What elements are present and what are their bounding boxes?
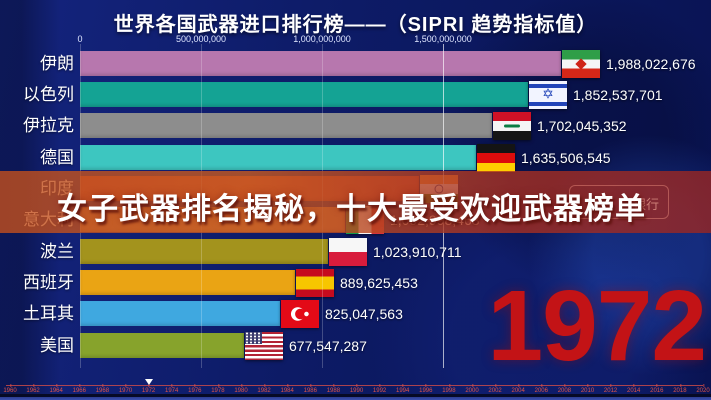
overlay-banner: 银行 女子武器排名揭秘，十大最受欢迎武器榜单 <box>0 171 711 233</box>
country-label: 波兰 <box>40 241 74 261</box>
chart-title: 世界各国武器进口排行榜——（SIPRI 趋势指标值） <box>113 14 598 36</box>
timeline-year-label: 1986 <box>303 384 317 394</box>
bar-row: 美国 677,547,287 <box>0 331 711 360</box>
axis-tick-label: 1,000,000,000 <box>293 34 351 44</box>
bar-row: 伊拉克 1,702,045,352 <box>0 112 711 141</box>
value-bar <box>80 332 244 358</box>
timeline-year-label: 1974 <box>165 384 179 394</box>
timeline-year-label: 2016 <box>650 384 664 394</box>
timeline-year-label: 1976 <box>188 384 202 394</box>
country-label: 西班牙 <box>23 272 74 292</box>
turkey-flag-icon <box>281 300 319 329</box>
value-label: 825,047,563 <box>325 306 403 323</box>
timeline-year-label: 1970 <box>118 384 133 394</box>
axis-tick-label: 1,500,000,000 <box>414 34 472 44</box>
timeline-year-label: 2012 <box>603 384 618 394</box>
iran-flag-icon <box>562 49 600 78</box>
timeline-year-label: 1980 <box>234 384 248 394</box>
overlay-headline: 女子武器排名揭秘，十大最受欢迎武器榜单 <box>57 193 646 226</box>
timeline-year-label: 2014 <box>627 384 641 394</box>
value-bar <box>80 113 492 139</box>
timeline-year-label: 2008 <box>557 384 572 394</box>
value-label: 1,852,537,701 <box>573 86 663 103</box>
bar-row: 西班牙 889,625,453 <box>0 268 711 297</box>
spain-flag-icon <box>296 268 334 297</box>
value-label: 1,023,910,711 <box>373 243 462 260</box>
country-label: 伊朗 <box>40 53 74 73</box>
timeline-year-label: 1978 <box>211 384 225 394</box>
value-bar <box>80 301 280 327</box>
country-label: 以色列 <box>23 84 74 104</box>
value-label: 889,625,453 <box>340 274 418 291</box>
timeline-year-label: 2004 <box>511 384 525 394</box>
watermark-label: 银行 <box>632 197 659 212</box>
bar-row: 波兰 1,023,910,711 <box>0 237 711 266</box>
country-label: 土耳其 <box>23 304 74 324</box>
timeline-year-label: 1962 <box>26 384 40 394</box>
country-label: 德国 <box>40 147 74 167</box>
timeline-year-label: 1998 <box>442 384 456 394</box>
timeline-year-label: 1966 <box>72 384 86 394</box>
timeline-year-label: 1996 <box>419 384 433 394</box>
timeline-year-label: 1994 <box>396 384 410 394</box>
value-label: 1,988,022,676 <box>606 55 696 72</box>
usa-flag-icon <box>245 331 283 360</box>
timeline-year-label: 2020 <box>696 384 710 394</box>
israel-flag-icon <box>529 80 567 109</box>
bar-row: 伊朗 1,988,022,676 <box>0 49 711 78</box>
bottom-edge-highlight <box>0 397 711 400</box>
timeline-marker-icon <box>144 379 153 385</box>
germany-flag-icon <box>477 143 515 172</box>
timeline-year-label: 1964 <box>49 384 63 394</box>
timeline-year-label: 1984 <box>280 384 294 394</box>
timeline-year-label: 1990 <box>349 384 364 394</box>
timeline-year-label: 1982 <box>257 384 271 394</box>
poland-flag-icon <box>329 237 367 266</box>
value-bar <box>80 238 328 264</box>
value-bar <box>80 81 528 107</box>
timeline-year-label: 2010 <box>580 384 595 394</box>
timeline-year-label: 2002 <box>488 384 502 394</box>
value-bar <box>80 269 295 295</box>
timeline-year-label: 1988 <box>326 384 341 394</box>
value-bar <box>80 144 476 170</box>
value-bar <box>80 50 561 76</box>
country-label: 美国 <box>40 335 74 355</box>
bottom-edge-dark <box>0 394 711 397</box>
bar-row: 以色列 1,852,537,701 <box>0 80 711 109</box>
timeline-year-label: 2000 <box>465 384 479 394</box>
bar-row: 土耳其 825,047,563 <box>0 300 711 329</box>
axis-tick-label: 0 <box>77 34 83 44</box>
watermark-badge: 银行 <box>569 185 669 219</box>
timeline-year-label: 1972 <box>141 384 156 394</box>
axis-tick-label: 500,000,000 <box>175 34 227 44</box>
value-label: 1,702,045,352 <box>537 118 627 135</box>
value-label: 677,547,287 <box>289 337 367 354</box>
value-label: 1,635,506,545 <box>521 149 611 166</box>
timeline: 1960 1962 1964 1966 1968 1970 1972 1974 1976 1978… <box>0 378 711 396</box>
timeline-line <box>6 385 703 386</box>
timeline-year-label: 1960 <box>3 384 17 394</box>
timeline-year-label: 1968 <box>95 384 110 394</box>
iraq-flag-icon <box>493 112 531 141</box>
timeline-year-label: 1992 <box>372 384 387 394</box>
bar-row: 德国 1,635,506,545 <box>0 143 711 172</box>
timeline-year-label: 2006 <box>534 384 548 394</box>
country-label: 伊拉克 <box>23 116 74 136</box>
year-indicator: 1972 <box>487 270 707 382</box>
timeline-year-label: 2018 <box>673 384 687 394</box>
